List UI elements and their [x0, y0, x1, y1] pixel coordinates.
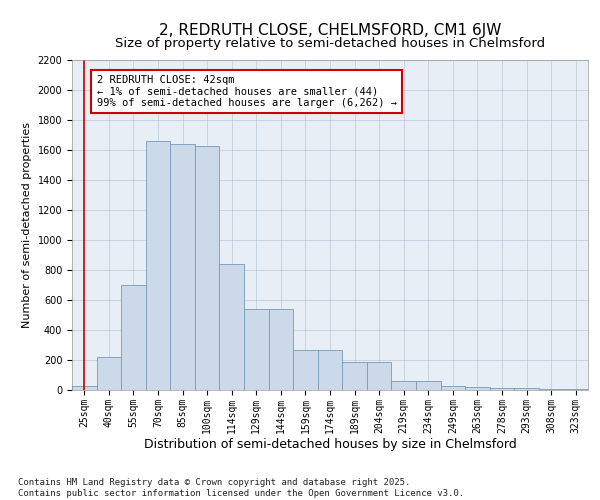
Bar	[244, 309, 269, 390]
Bar	[563, 389, 588, 390]
Bar	[440, 386, 465, 390]
Text: 2 REDRUTH CLOSE: 42sqm
← 1% of semi-detached houses are smaller (44)
99% of semi: 2 REDRUTH CLOSE: 42sqm ← 1% of semi-deta…	[97, 75, 397, 108]
Text: Size of property relative to semi-detached houses in Chelmsford: Size of property relative to semi-detach…	[115, 38, 545, 51]
Bar	[514, 388, 539, 390]
Bar	[539, 388, 563, 390]
Bar	[465, 387, 490, 390]
Text: 2, REDRUTH CLOSE, CHELMSFORD, CM1 6JW: 2, REDRUTH CLOSE, CHELMSFORD, CM1 6JW	[159, 22, 501, 38]
Bar	[195, 146, 220, 390]
Bar	[97, 357, 121, 390]
Bar	[367, 362, 391, 390]
Bar	[146, 141, 170, 390]
Bar	[170, 144, 195, 390]
Bar	[220, 264, 244, 390]
Text: Contains HM Land Registry data © Crown copyright and database right 2025.
Contai: Contains HM Land Registry data © Crown c…	[18, 478, 464, 498]
Y-axis label: Number of semi-detached properties: Number of semi-detached properties	[22, 122, 32, 328]
Bar	[72, 386, 97, 390]
Bar	[490, 388, 514, 390]
Bar	[269, 309, 293, 390]
X-axis label: Distribution of semi-detached houses by size in Chelmsford: Distribution of semi-detached houses by …	[143, 438, 517, 452]
Bar	[121, 285, 146, 390]
Bar	[342, 362, 367, 390]
Bar	[416, 381, 440, 390]
Bar	[391, 381, 416, 390]
Bar	[293, 350, 318, 390]
Bar	[318, 350, 342, 390]
